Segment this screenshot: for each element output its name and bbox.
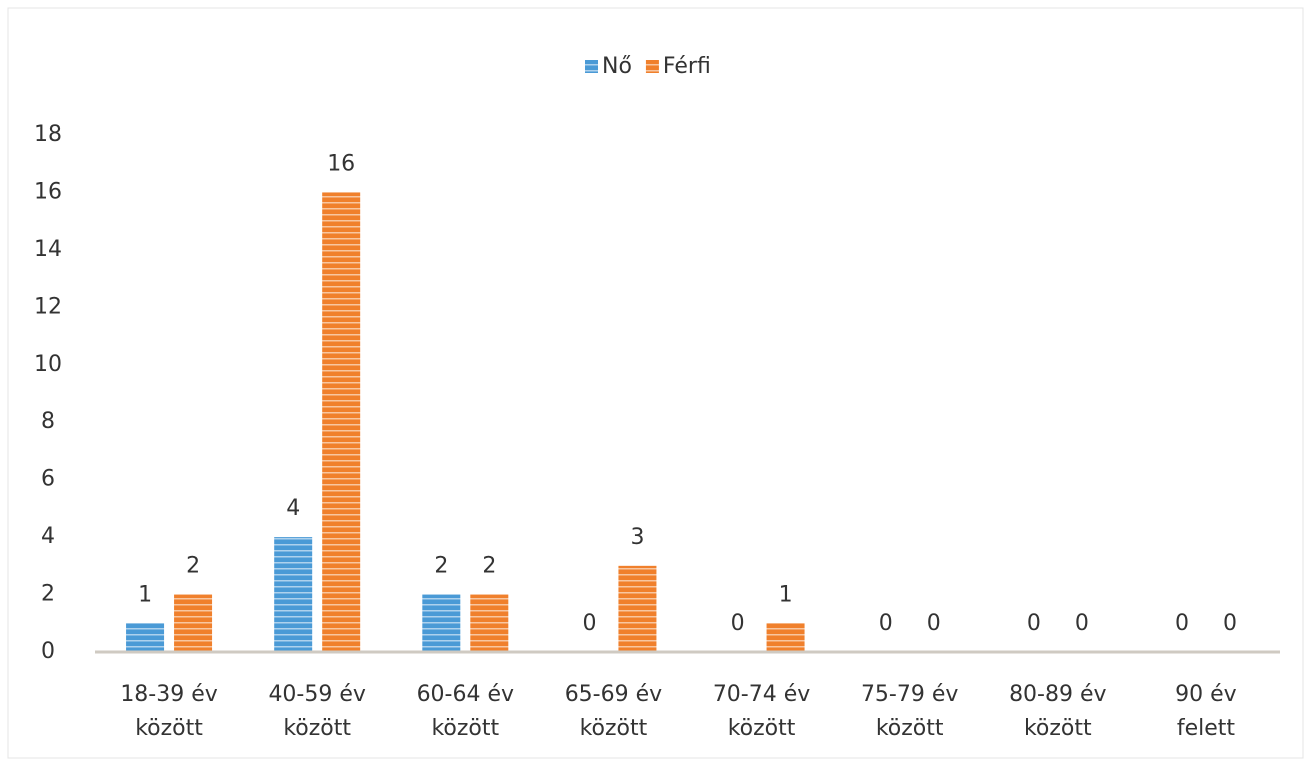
legend-label: Férfi [663, 54, 711, 79]
x-tick-label: 65-69 év [565, 682, 662, 707]
x-tick-label: között [283, 716, 351, 741]
y-tick-label: 10 [34, 352, 62, 377]
data-label: 0 [731, 611, 745, 636]
y-tick-label: 8 [41, 409, 55, 434]
x-tick-label: között [728, 716, 796, 741]
bar [274, 537, 313, 652]
y-tick-label: 14 [34, 237, 62, 262]
data-label: 3 [630, 525, 644, 550]
data-label: 0 [1175, 611, 1189, 636]
x-tick-label: 40-59 év [268, 682, 365, 707]
bar [470, 594, 509, 652]
y-tick-label: 0 [41, 639, 55, 664]
x-tick-label: 75-79 év [861, 682, 958, 707]
x-tick-label: között [1024, 716, 1092, 741]
legend-label: Nő [602, 54, 632, 79]
x-tick-label: között [580, 716, 648, 741]
x-tick-label: között [876, 716, 944, 741]
bar [618, 565, 657, 652]
data-label: 2 [434, 554, 448, 579]
data-label: 2 [186, 554, 200, 579]
bar [174, 594, 213, 652]
x-tick-label: 80-89 év [1009, 682, 1106, 707]
legend-swatch [585, 60, 598, 73]
y-tick-label: 16 [34, 179, 62, 204]
x-tick-label: 60-64 év [417, 682, 514, 707]
data-label: 0 [879, 611, 893, 636]
x-tick-label: 70-74 év [713, 682, 810, 707]
y-tick-label: 2 [41, 582, 55, 607]
x-tick-label: felett [1177, 716, 1236, 741]
x-tick-label: között [431, 716, 499, 741]
x-tick-label: 90 év [1175, 682, 1237, 707]
y-tick-label: 18 [34, 122, 62, 147]
data-label: 1 [779, 582, 793, 607]
data-label: 2 [482, 554, 496, 579]
bar [766, 623, 805, 652]
data-label: 4 [286, 496, 300, 521]
data-label: 1 [138, 582, 152, 607]
data-label: 16 [327, 151, 355, 176]
data-label: 0 [582, 611, 596, 636]
bar [322, 192, 361, 652]
data-label: 0 [1075, 611, 1089, 636]
x-tick-label: 18-39 év [120, 682, 217, 707]
y-tick-label: 6 [41, 467, 55, 492]
data-label: 0 [927, 611, 941, 636]
x-tick-label: között [135, 716, 203, 741]
legend-swatch [645, 60, 659, 73]
bar [422, 594, 461, 652]
y-tick-label: 12 [34, 294, 62, 319]
data-label: 0 [1027, 611, 1041, 636]
data-label: 0 [1223, 611, 1237, 636]
bar [126, 623, 165, 652]
y-tick-label: 4 [41, 524, 55, 549]
